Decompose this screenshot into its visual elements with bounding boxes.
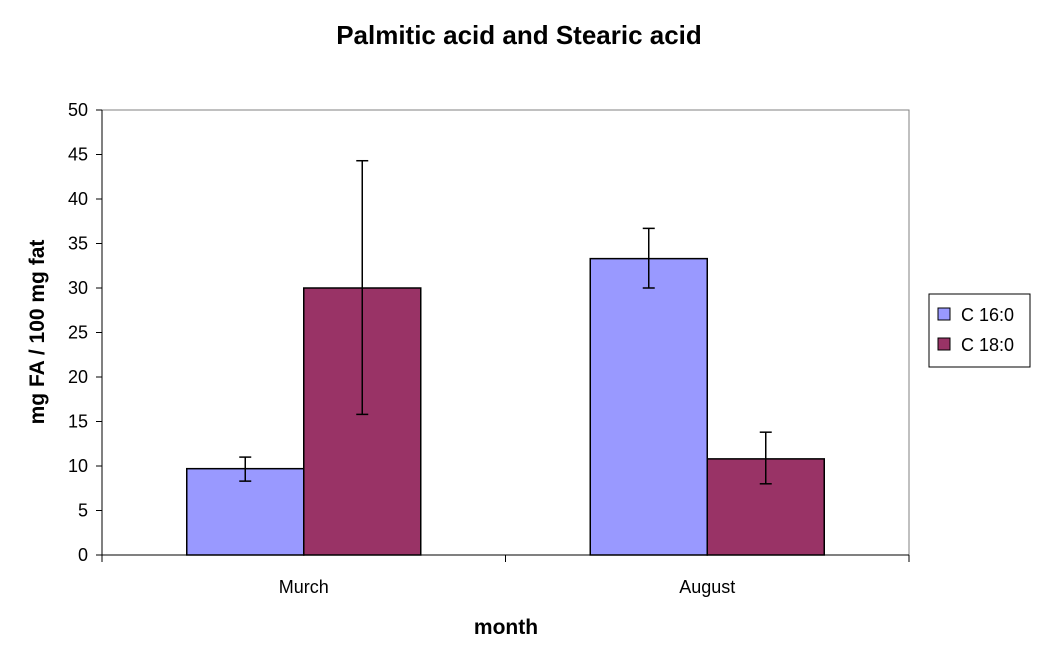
- legend-label: C 18:0: [961, 335, 1014, 355]
- y-tick-label: 0: [78, 545, 88, 565]
- legend: C 16:0 C 18:0: [928, 293, 1031, 368]
- y-tick-label: 30: [68, 278, 88, 298]
- y-axis-title: mg FA / 100 mg fat: [26, 240, 49, 425]
- y-tick-label: 35: [68, 234, 88, 254]
- x-axis-title: month: [474, 616, 538, 639]
- y-tick-label: 40: [68, 189, 88, 209]
- x-tick-label: August: [679, 577, 735, 597]
- bar: [186, 467, 305, 556]
- y-tick-label: 10: [68, 456, 88, 476]
- y-tick-label: 45: [68, 145, 88, 165]
- x-tick-label: Murch: [279, 577, 329, 597]
- bar: [303, 287, 422, 556]
- chart-title: Palmitic acid and Stearic acid: [336, 20, 702, 50]
- y-tick-label: 25: [68, 323, 88, 343]
- y-tick-label: 20: [68, 367, 88, 387]
- legend-swatch: [937, 337, 951, 351]
- y-tick-label: 15: [68, 412, 88, 432]
- legend-box: [928, 293, 1031, 368]
- legend-label: C 16:0: [961, 305, 1014, 325]
- bar: [589, 257, 708, 556]
- y-tick-label: 50: [68, 100, 88, 120]
- legend-swatch: [937, 307, 951, 321]
- y-tick-label: 5: [78, 501, 88, 521]
- plot-area: 0 5 10 15 20 25 30 35 40 45 50 Murch August: [68, 100, 910, 597]
